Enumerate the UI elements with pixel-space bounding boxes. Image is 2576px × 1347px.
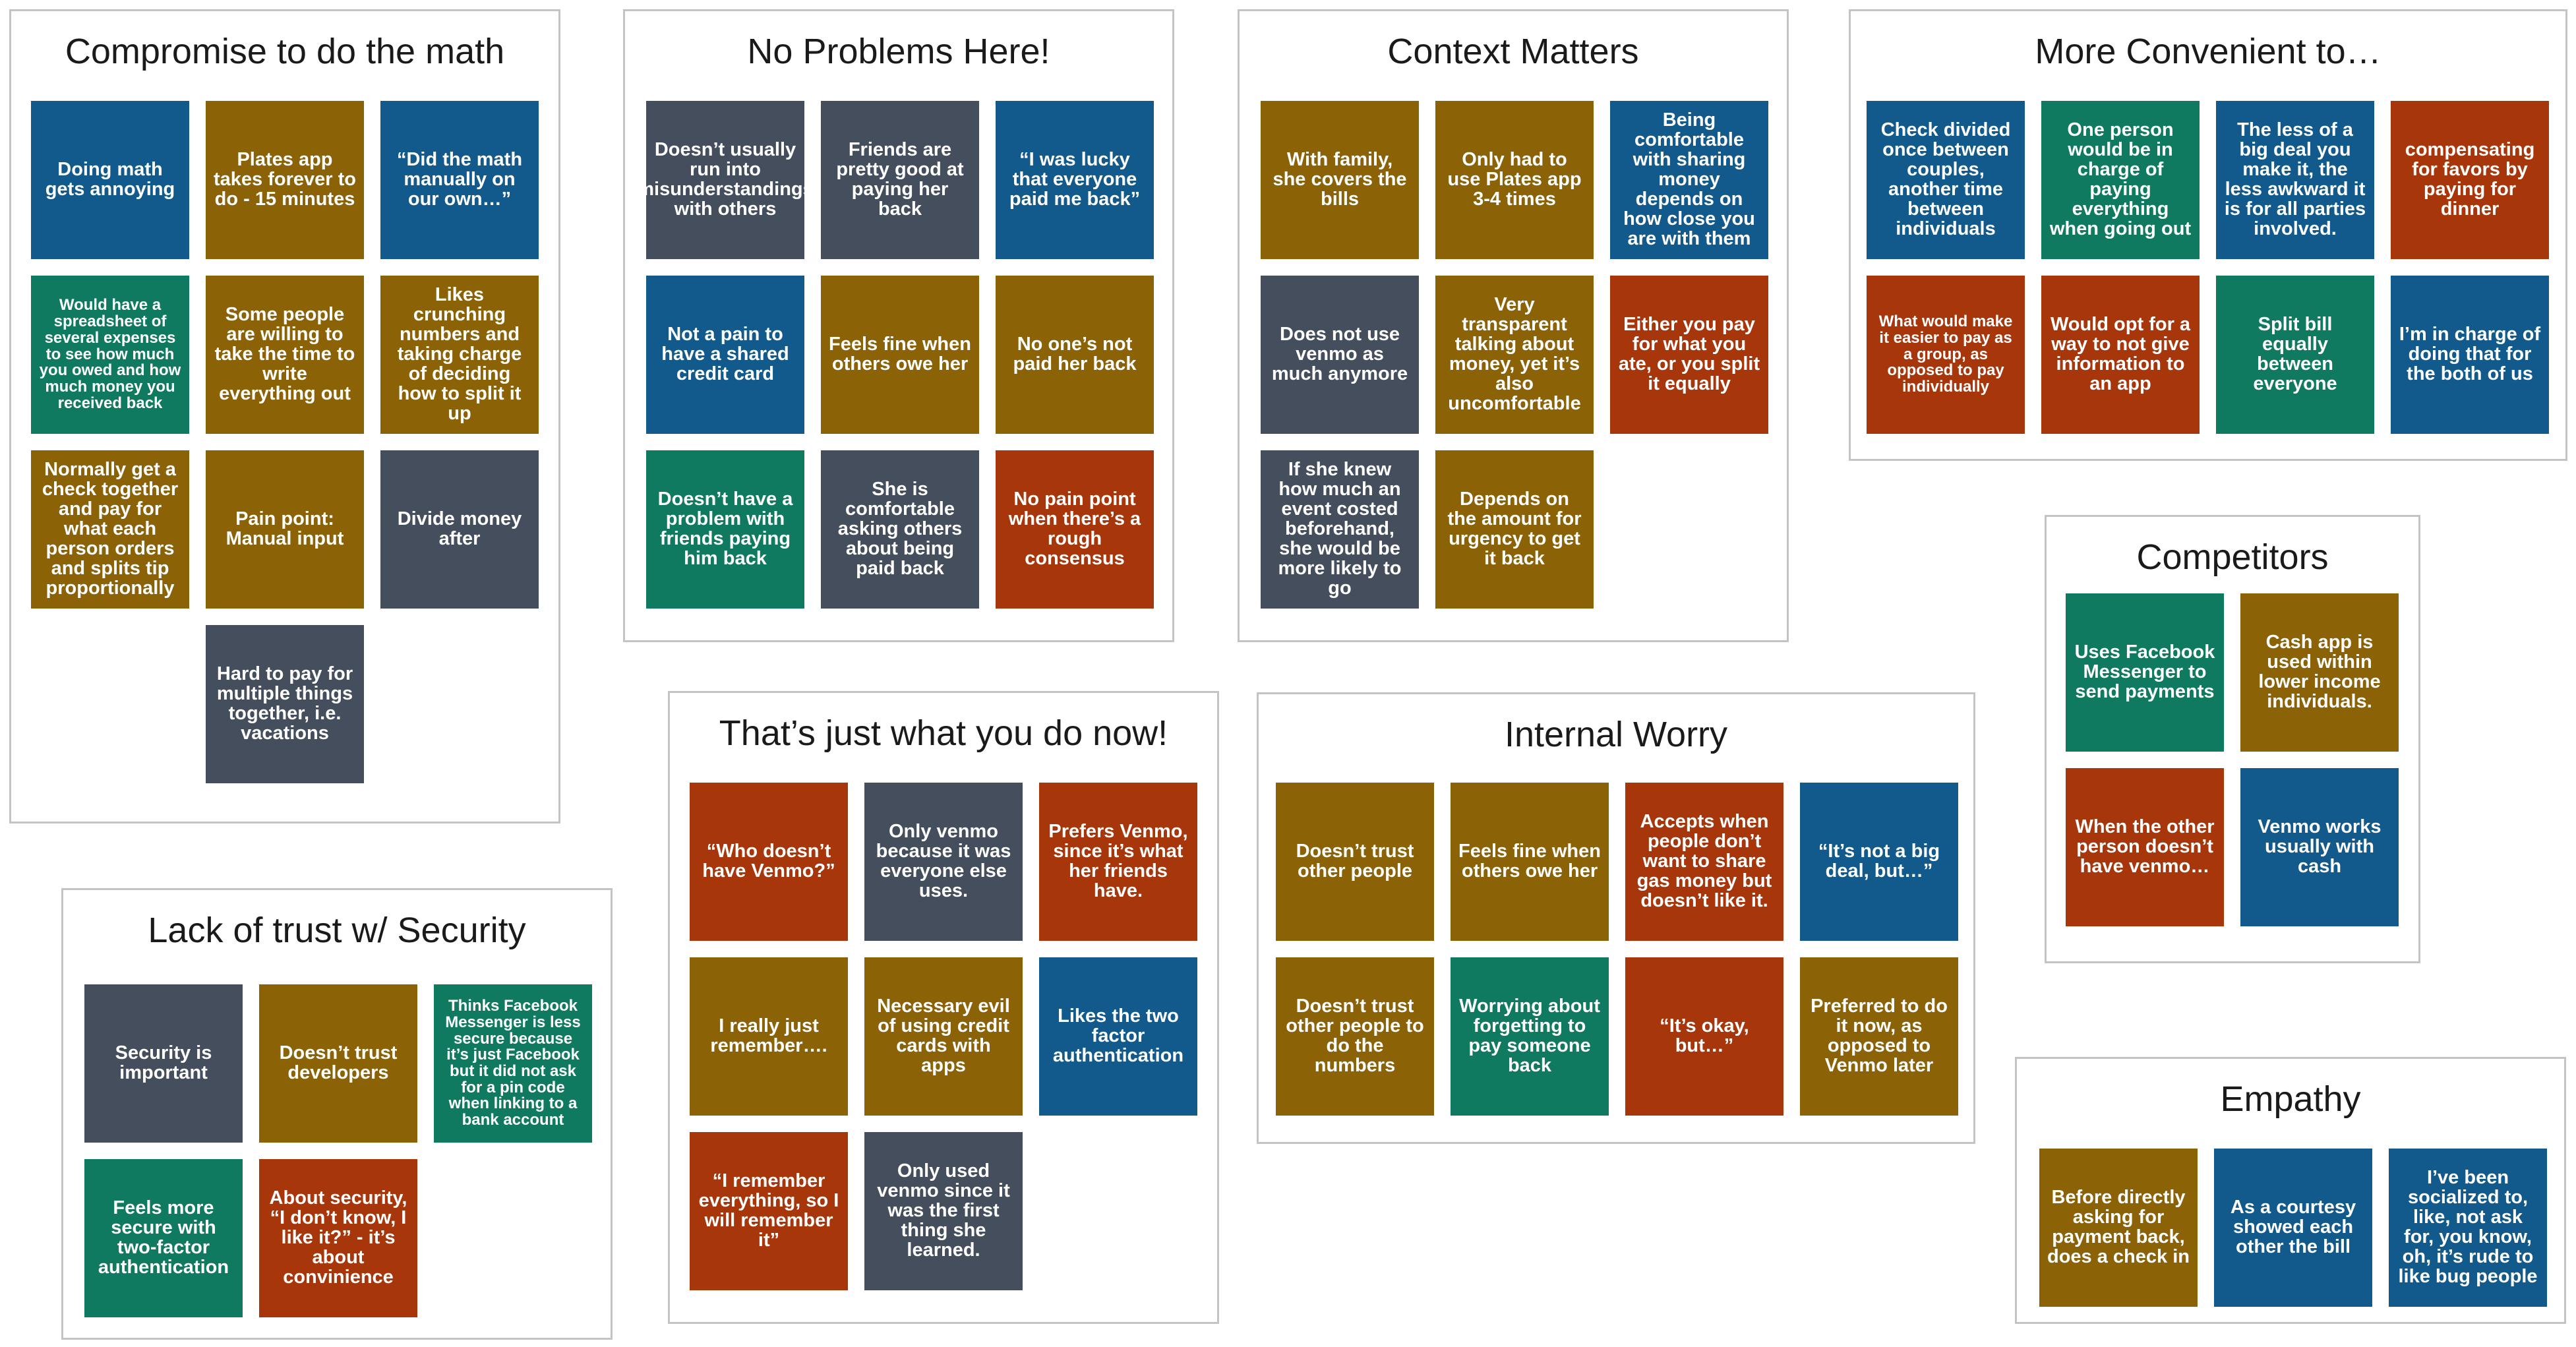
sticky-note[interactable]: Uses Facebook Messenger to send payments [2066,593,2224,752]
sticky-note[interactable]: Depends on the amount for urgency to get… [1435,450,1594,609]
sticky-note[interactable]: I really just remember…. [690,957,848,1116]
sticky-note[interactable]: Only had to use Plates app 3-4 times [1435,101,1594,259]
sticky-note[interactable]: One person would be in charge of paying … [2041,101,2200,259]
sticky-note[interactable]: compensating for favors by paying for di… [2391,101,2549,259]
sticky-note[interactable]: Prefers Venmo, since it’s what her frien… [1039,783,1197,941]
sticky-note[interactable]: The less of a big deal you make it, the … [2216,101,2374,259]
group-title: No Problems Here! [747,32,1050,71]
sticky-note[interactable]: Check divided once between couples, anot… [1867,101,2025,259]
sticky-note[interactable]: “It’s not a big deal, but…” [1800,783,1958,941]
sticky-note[interactable]: Thinks Facebook Messenger is less secure… [434,984,592,1143]
sticky-note[interactable]: Doing math gets annoying [31,101,189,259]
sticky-note[interactable]: Friends are pretty good at paying her ba… [821,101,979,259]
group-compromise: Compromise to do the math Doing math get… [9,9,560,823]
group-security-trust: Lack of trust w/ Security Security is im… [61,888,613,1340]
group-title: More Convenient to… [2035,32,2381,71]
sticky-note[interactable]: Feels more secure with two-factor authen… [84,1159,243,1317]
sticky-note[interactable]: Venmo works usually with cash [2240,768,2399,926]
sticky-note[interactable]: Feels fine when others owe her [821,276,979,434]
sticky-note[interactable]: I’ve been socialized to, like, not ask f… [2389,1149,2547,1307]
sticky-note[interactable]: If she knew how much an event costed bef… [1261,450,1419,609]
sticky-note[interactable]: Necessary evil of using credit cards wit… [864,957,1023,1116]
group-context-matters: Context Matters With family, she covers … [1238,9,1789,642]
group-no-problems: No Problems Here! Doesn’t usually run in… [623,9,1174,642]
group-internal-worry: Internal Worry Doesn’t trust other peopl… [1257,692,1975,1144]
sticky-note[interactable]: Worrying about forgetting to pay someone… [1451,957,1609,1116]
group-title: Internal Worry [1504,715,1728,754]
group-competitors: Competitors Uses Facebook Messenger to s… [2045,515,2420,963]
sticky-note[interactable]: Likes the two factor authentication [1039,957,1197,1116]
group-title: Empathy [2220,1079,2361,1119]
sticky-note[interactable]: Doesn’t trust developers [259,984,417,1143]
group-title: Lack of trust w/ Security [148,911,526,950]
sticky-note[interactable]: Divide money after [380,450,539,609]
group-title: Context Matters [1387,32,1639,71]
sticky-note[interactable]: Doesn’t trust other people to do the num… [1276,957,1434,1116]
sticky-note[interactable]: No one’s not paid her back [996,276,1154,434]
sticky-note[interactable]: Feels fine when others owe her [1451,783,1609,941]
sticky-note[interactable]: About security, “I don’t know, I like it… [259,1159,417,1317]
sticky-note[interactable]: Hard to pay for multiple things together… [206,625,364,783]
sticky-note[interactable]: When the other person doesn’t have venmo… [2066,768,2224,926]
sticky-note[interactable]: Only used venmo since it was the first t… [864,1132,1023,1290]
sticky-note[interactable]: Does not use venmo as much anymore [1261,276,1419,434]
sticky-note[interactable]: She is comfortable asking others about b… [821,450,979,609]
sticky-note[interactable]: Doesn’t trust other people [1276,783,1434,941]
sticky-note[interactable]: “It’s okay, but…” [1625,957,1783,1116]
sticky-note[interactable]: Only venmo because it was everyone else … [864,783,1023,941]
sticky-note[interactable]: “I remember everything, so I will rememb… [690,1132,848,1290]
sticky-note[interactable]: Would have a spreadsheet of several expe… [31,276,189,434]
sticky-note[interactable]: Normally get a check together and pay fo… [31,450,189,609]
sticky-note[interactable]: With family, she covers the bills [1261,101,1419,259]
sticky-note[interactable]: Would opt for a way to not give informat… [2041,276,2200,434]
sticky-note[interactable]: Doesn’t usually run into misunderstandin… [646,101,804,259]
sticky-note[interactable]: Pain point: Manual input [206,450,364,609]
group-title: Competitors [2136,537,2329,577]
sticky-note[interactable]: Very transparent talking about money, ye… [1435,276,1594,434]
sticky-note[interactable]: “Who doesn’t have Venmo?” [690,783,848,941]
sticky-note[interactable]: Before directly asking for payment back,… [2039,1149,2198,1307]
group-title: Compromise to do the math [65,32,505,71]
sticky-note[interactable]: Security is important [84,984,243,1143]
sticky-note[interactable]: What would make it easier to pay as a gr… [1867,276,2025,434]
sticky-note[interactable]: Not a pain to have a shared credit card [646,276,804,434]
sticky-note[interactable]: “I was lucky that everyone paid me back” [996,101,1154,259]
sticky-note[interactable]: Accepts when people don’t want to share … [1625,783,1783,941]
sticky-note[interactable]: As a courtesy showed each other the bill [2214,1149,2372,1307]
group-empathy: Empathy Before directly asking for payme… [2015,1057,2566,1324]
group-just-what-you-do: That’s just what you do now! “Who doesn’… [668,691,1219,1324]
sticky-note[interactable]: Either you pay for what you ate, or you … [1610,276,1768,434]
sticky-note[interactable]: Being comfortable with sharing money dep… [1610,101,1768,259]
sticky-note[interactable]: “Did the math manually on our own…” [380,101,539,259]
sticky-note[interactable]: Cash app is used within lower income ind… [2240,593,2399,752]
sticky-note[interactable]: No pain point when there’s a rough conse… [996,450,1154,609]
sticky-note[interactable]: I’m in charge of doing that for the both… [2391,276,2549,434]
sticky-note[interactable]: Split bill equally between everyone [2216,276,2374,434]
sticky-note[interactable]: Some people are willing to take the time… [206,276,364,434]
sticky-note[interactable]: Plates app takes forever to do - 15 minu… [206,101,364,259]
sticky-note[interactable]: Likes crunching numbers and taking charg… [380,276,539,434]
sticky-note[interactable]: Preferred to do it now, as opposed to Ve… [1800,957,1958,1116]
sticky-note[interactable]: Doesn’t have a problem with friends payi… [646,450,804,609]
group-title: That’s just what you do now! [719,713,1168,753]
group-more-convenient: More Convenient to… Check divided once b… [1849,9,2567,461]
